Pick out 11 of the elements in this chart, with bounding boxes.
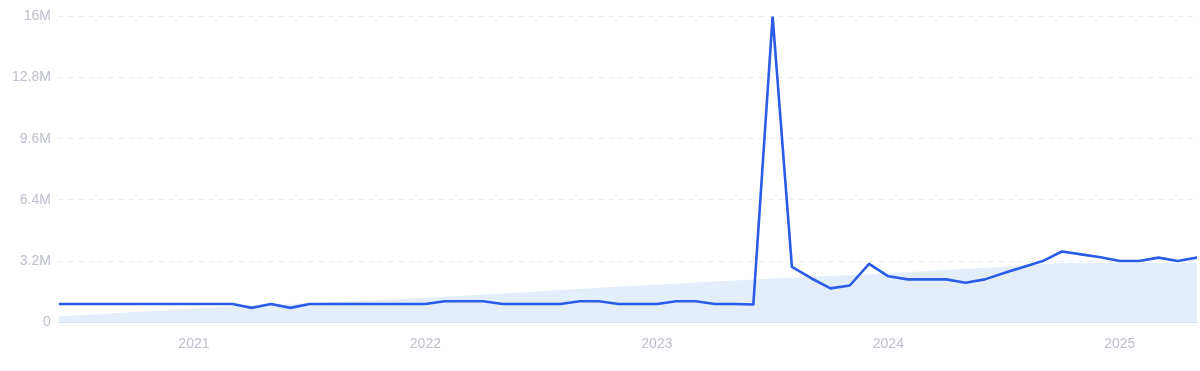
x-tick-label: 2024 bbox=[872, 335, 905, 352]
x-tick-label: 2022 bbox=[409, 335, 442, 352]
y-tick-label: 6.4M bbox=[19, 190, 51, 207]
x-tick-label: 2021 bbox=[178, 335, 210, 352]
y-tick-label: 0 bbox=[43, 313, 52, 330]
x-tick-label: 2025 bbox=[1104, 335, 1136, 352]
y-tick-label: 12.8M bbox=[11, 68, 51, 85]
y-tick-label: 9.6M bbox=[19, 129, 51, 146]
x-tick-label: 2023 bbox=[641, 335, 673, 352]
y-tick-label: 3.2M bbox=[19, 251, 51, 268]
y-tick-label: 16M bbox=[23, 7, 51, 24]
